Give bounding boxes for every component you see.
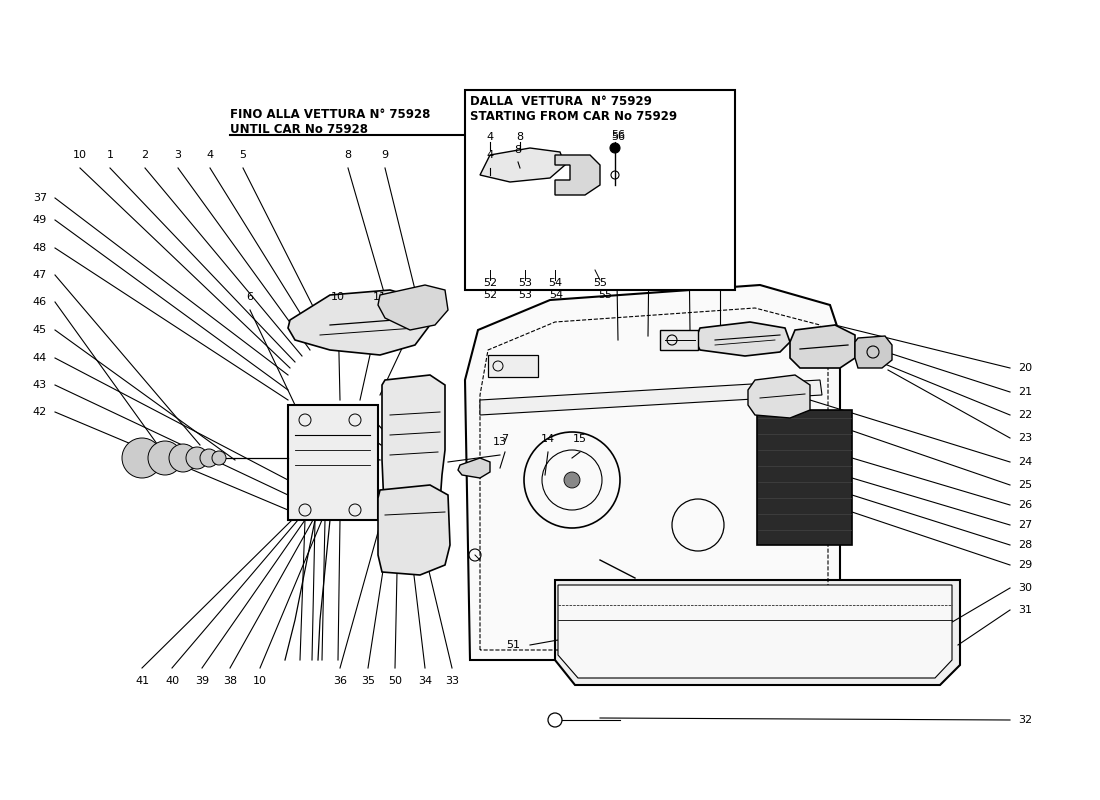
Text: 44: 44 bbox=[33, 353, 47, 363]
Text: 4: 4 bbox=[486, 132, 494, 142]
Polygon shape bbox=[382, 375, 446, 548]
Text: 52: 52 bbox=[483, 278, 497, 288]
Polygon shape bbox=[480, 148, 565, 182]
Circle shape bbox=[610, 143, 620, 153]
Text: 23: 23 bbox=[1018, 433, 1032, 443]
Text: 20: 20 bbox=[1018, 363, 1032, 373]
Bar bbox=[288, 405, 378, 520]
Text: 45: 45 bbox=[33, 325, 47, 335]
Text: 17: 17 bbox=[642, 150, 657, 160]
Bar bbox=[488, 355, 538, 377]
Text: 16: 16 bbox=[608, 150, 622, 160]
Circle shape bbox=[212, 451, 226, 465]
Bar bbox=[465, 90, 735, 290]
Text: 1: 1 bbox=[107, 150, 113, 160]
Polygon shape bbox=[695, 322, 790, 356]
Text: 54: 54 bbox=[548, 278, 562, 288]
Polygon shape bbox=[790, 325, 855, 368]
Text: 55: 55 bbox=[593, 278, 607, 288]
Text: 13: 13 bbox=[493, 437, 507, 447]
Polygon shape bbox=[556, 580, 960, 685]
Circle shape bbox=[122, 438, 162, 478]
Text: 7: 7 bbox=[502, 434, 508, 444]
Text: 53: 53 bbox=[518, 278, 532, 288]
Polygon shape bbox=[855, 336, 892, 368]
Text: 50: 50 bbox=[388, 676, 401, 686]
Circle shape bbox=[169, 444, 197, 472]
Polygon shape bbox=[378, 485, 450, 575]
Text: 26: 26 bbox=[1018, 500, 1032, 510]
Polygon shape bbox=[748, 375, 810, 418]
Text: 55: 55 bbox=[598, 290, 612, 300]
Text: 39: 39 bbox=[195, 676, 209, 686]
Polygon shape bbox=[458, 458, 490, 478]
Text: 3: 3 bbox=[175, 150, 182, 160]
Text: 38: 38 bbox=[223, 676, 238, 686]
Text: 53: 53 bbox=[518, 290, 532, 300]
Text: 34: 34 bbox=[418, 676, 432, 686]
Text: 37: 37 bbox=[33, 193, 47, 203]
Polygon shape bbox=[378, 285, 448, 330]
Text: 29: 29 bbox=[1018, 560, 1032, 570]
Text: 24: 24 bbox=[1018, 457, 1032, 467]
Text: 31: 31 bbox=[1018, 605, 1032, 615]
Polygon shape bbox=[288, 290, 430, 355]
Text: 43: 43 bbox=[33, 380, 47, 390]
Text: 51: 51 bbox=[506, 640, 520, 650]
Text: 33: 33 bbox=[446, 676, 459, 686]
Circle shape bbox=[564, 472, 580, 488]
Text: 14: 14 bbox=[541, 434, 556, 444]
Text: 8: 8 bbox=[344, 150, 352, 160]
Circle shape bbox=[186, 447, 208, 469]
Polygon shape bbox=[556, 155, 600, 195]
Text: 28: 28 bbox=[1018, 540, 1032, 550]
Text: 15: 15 bbox=[573, 434, 587, 444]
Polygon shape bbox=[465, 285, 840, 660]
Text: 19: 19 bbox=[713, 150, 727, 160]
Text: 8: 8 bbox=[515, 145, 521, 155]
Circle shape bbox=[200, 449, 218, 467]
Text: 18: 18 bbox=[681, 150, 695, 160]
Text: 40: 40 bbox=[165, 676, 179, 686]
Text: UNTIL CAR No 75928: UNTIL CAR No 75928 bbox=[230, 123, 368, 136]
Text: 46: 46 bbox=[33, 297, 47, 307]
Text: 56: 56 bbox=[610, 130, 625, 140]
Text: 25: 25 bbox=[1018, 480, 1032, 490]
Text: 6: 6 bbox=[246, 292, 253, 302]
Bar bbox=[660, 330, 698, 350]
Text: 21: 21 bbox=[1018, 387, 1032, 397]
Text: 22: 22 bbox=[1018, 410, 1032, 420]
Text: 4: 4 bbox=[207, 150, 213, 160]
Text: 10: 10 bbox=[331, 292, 345, 302]
Polygon shape bbox=[558, 585, 952, 678]
Text: 11: 11 bbox=[373, 292, 387, 302]
Text: 4: 4 bbox=[486, 150, 494, 160]
Circle shape bbox=[148, 441, 182, 475]
Text: 30: 30 bbox=[1018, 583, 1032, 593]
Text: 36: 36 bbox=[333, 676, 346, 686]
Text: 12: 12 bbox=[412, 292, 427, 302]
Text: 5: 5 bbox=[240, 150, 246, 160]
Text: 49: 49 bbox=[33, 215, 47, 225]
Text: 52: 52 bbox=[483, 290, 497, 300]
Text: 56: 56 bbox=[610, 132, 625, 142]
Text: 2: 2 bbox=[142, 150, 148, 160]
Text: 35: 35 bbox=[361, 676, 375, 686]
Text: 47: 47 bbox=[33, 270, 47, 280]
Text: 32: 32 bbox=[1018, 715, 1032, 725]
Text: FINO ALLA VETTURA N° 75928: FINO ALLA VETTURA N° 75928 bbox=[230, 108, 430, 121]
Text: DALLA  VETTURA  N° 75929: DALLA VETTURA N° 75929 bbox=[470, 95, 652, 108]
Text: 27: 27 bbox=[1018, 520, 1032, 530]
Text: 48: 48 bbox=[33, 243, 47, 253]
Text: 8: 8 bbox=[516, 132, 524, 142]
Text: 54: 54 bbox=[549, 290, 563, 300]
Text: 41: 41 bbox=[135, 676, 150, 686]
Text: 9: 9 bbox=[382, 150, 388, 160]
Text: 42: 42 bbox=[33, 407, 47, 417]
Text: 10: 10 bbox=[73, 150, 87, 160]
Text: 10: 10 bbox=[253, 676, 267, 686]
Bar bbox=[757, 410, 852, 545]
Polygon shape bbox=[480, 380, 822, 415]
Text: STARTING FROM CAR No 75929: STARTING FROM CAR No 75929 bbox=[470, 110, 678, 123]
